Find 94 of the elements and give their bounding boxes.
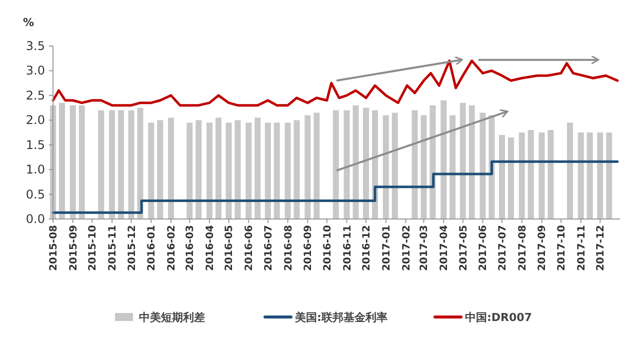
bar [304,115,311,219]
bar [430,105,436,219]
x-tick-label: 2015-11 [108,224,119,271]
x-tick-label: 2017-10 [556,224,568,271]
bar [468,105,475,219]
bar [450,115,456,219]
bar [148,122,154,219]
bar [344,110,350,219]
x-tick-label: 2016-01 [146,224,158,271]
bar [597,132,604,219]
bar [118,110,124,219]
x-tick-label: 2017-11 [576,224,588,271]
bar [508,137,514,219]
bar [488,115,495,219]
bar [196,120,202,219]
y-tick-label: 0.0 [26,212,45,226]
bar [420,115,427,219]
bar [586,132,593,219]
legend-label: 中美短期利差 [139,310,205,324]
bar [460,102,466,219]
bar [538,132,545,219]
x-tick-label: 2016-05 [224,224,236,271]
bar [168,118,174,219]
bar [157,120,164,219]
x-tick-label: 2016-10 [322,224,334,271]
bar [498,134,505,219]
y-tick-label: 2.0 [26,113,45,128]
bar [332,110,339,219]
bar [109,110,116,219]
x-tick-label: 2016-06 [244,224,256,271]
x-tick-label: 2015-10 [88,224,99,271]
x-tick-label: 2017-02 [401,224,412,271]
x-tick-label: 2017-06 [478,224,490,271]
bar [254,118,261,219]
bar [480,112,486,219]
x-tick-label: 2015-12 [126,224,138,271]
x-tick-label: 2017-01 [381,224,392,271]
bar [518,132,525,219]
y-tick-label: 0.5 [26,187,45,202]
x-tick-label: 2015-09 [68,224,80,271]
x-tick-label: 2017-09 [537,224,548,271]
x-tick-label: 2016-07 [263,224,274,271]
y-tick-label: 1.5 [26,138,45,152]
x-tick-label: 2017-04 [439,224,450,271]
y-tick-label: 3.0 [26,64,45,78]
x-tick-label: 2016-08 [283,224,294,271]
x-tick-label: 2016-02 [166,224,178,271]
bar [606,132,612,219]
bar [284,122,291,219]
bar [246,122,252,219]
bar [70,105,76,219]
x-tick-label: 2015-08 [48,224,60,271]
x-tick-label: 2016-04 [205,224,216,271]
bar [215,118,222,219]
bar [352,105,359,219]
x-tick-label: 2016-09 [303,224,314,271]
bar [412,110,418,219]
bar [392,112,398,219]
x-tick-label: 2017-05 [458,224,470,271]
x-tick-label: 2017-08 [517,224,528,271]
bar [372,110,378,219]
y-tick-label: 3.5 [26,39,45,53]
bar [186,122,193,219]
y-tick-label: 2.5 [26,88,45,102]
bar [274,122,280,219]
x-tick-label: 2017-07 [497,224,508,271]
bar [128,110,134,219]
line-series [52,60,619,107]
legend-label: 中国:DR007 [465,310,532,324]
bar [98,110,104,219]
bar [566,122,573,219]
bar [234,120,241,219]
x-tick-label: 2016-03 [185,224,196,271]
bar [314,112,320,219]
bar [363,108,370,219]
x-tick-label: 2016-11 [342,224,354,271]
bar [440,100,447,219]
x-tick-label: 2016-12 [362,224,373,271]
legend-label: 美国:联邦基金利率 [294,310,388,324]
bar [382,115,389,219]
bar [528,130,534,219]
bar [226,122,232,219]
x-tick-label: 2017-03 [419,224,430,271]
y-tick-label: 1.0 [26,162,45,177]
x-tick-label: 2017-12 [596,224,607,271]
bar [294,120,300,219]
bar [58,102,65,219]
bar [548,130,554,219]
bar [264,122,271,219]
bar [578,132,584,219]
bar [78,105,85,219]
bar [137,108,144,219]
y-axis-title: % [23,16,34,29]
bar [206,122,212,219]
